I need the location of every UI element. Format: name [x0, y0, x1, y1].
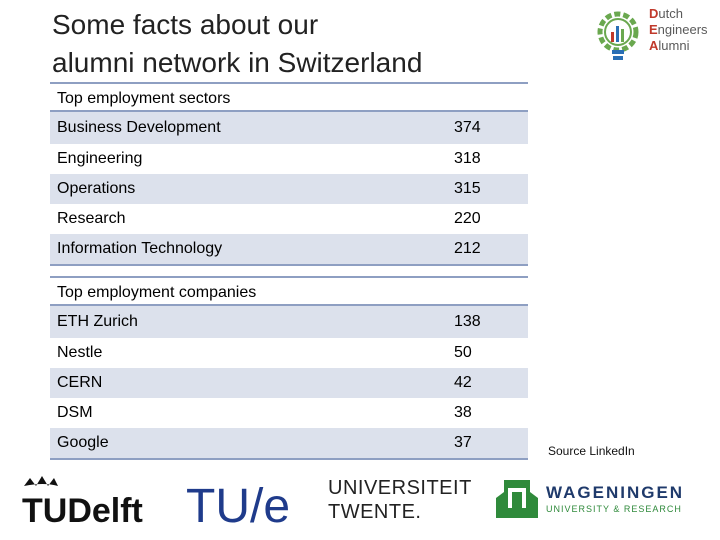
title-line-1: Some facts about our — [52, 9, 319, 40]
dea-e: E — [649, 22, 658, 37]
company-name: DSM — [57, 404, 93, 421]
tue-logo: TU/e — [186, 472, 296, 533]
tue-wordmark-graphic: TU/e — [186, 480, 290, 533]
ut-line-2: TWENTE. — [328, 501, 422, 523]
sector-count: 220 — [454, 210, 481, 227]
dea-wordmark: Dutch Engineers Alumni — [649, 6, 708, 54]
companies-heading: Top employment companies — [50, 276, 528, 306]
sectors-table: Top employment sectors Business Developm… — [50, 82, 528, 266]
company-name: Google — [57, 434, 109, 451]
company-count: 138 — [454, 313, 481, 330]
university-twente-logo: UNIVERSITEIT TWENTE. — [328, 476, 473, 526]
table-row: Engineering 318 — [50, 144, 528, 174]
table-row: Google 37 — [50, 428, 528, 458]
sector-name: Business Development — [57, 119, 221, 136]
tu-delft-wordmark: TUDelft — [22, 492, 143, 528]
table-row: Research 220 — [50, 204, 528, 234]
table-row: DSM 38 — [50, 398, 528, 428]
wageningen-logo: WAGENINGEN UNIVERSITY & RESEARCH — [488, 474, 703, 530]
company-name: CERN — [57, 374, 103, 391]
dea-utch: utch — [658, 6, 683, 21]
source-note: Source LinkedIn — [548, 444, 635, 458]
page-title: Some facts about our alumni network in S… — [52, 6, 472, 82]
sector-name: Engineering — [57, 150, 143, 167]
dea-a: A — [649, 38, 659, 53]
lightbulb-gear-icon — [597, 11, 639, 60]
sector-count: 212 — [454, 240, 481, 257]
sectors-heading: Top employment sectors — [50, 82, 528, 112]
tue-wordmark: TU/e — [186, 480, 290, 532]
table-row: Information Technology 212 — [50, 234, 528, 264]
wur-line-1: WAGENINGEN — [546, 483, 684, 502]
dea-lumni: lumni — [658, 38, 690, 53]
company-count: 42 — [454, 374, 472, 391]
table-row: Operations 315 — [50, 174, 528, 204]
table-bottom-rule — [50, 458, 528, 460]
company-name: Nestle — [57, 344, 103, 361]
title-line-2: alumni network in Switzerland — [52, 47, 423, 78]
tu-delft-logo: TUDelft — [20, 472, 160, 530]
sector-name: Operations — [57, 180, 136, 197]
table-row: ETH Zurich 138 — [50, 306, 528, 338]
sector-count: 374 — [454, 119, 481, 136]
company-count: 37 — [454, 434, 472, 451]
company-count: 50 — [454, 344, 472, 361]
table-row: Business Development 374 — [50, 112, 528, 144]
company-count: 38 — [454, 404, 472, 421]
dea-d: D — [649, 6, 659, 21]
wageningen-mark: WAGENINGEN UNIVERSITY & RESEARCH — [496, 480, 684, 518]
sector-count: 318 — [454, 150, 481, 167]
dutch-engineers-alumni-logo: Dutch Engineers Alumni — [596, 6, 716, 66]
tu-delft-flame-icon: TUDelft — [22, 476, 143, 530]
companies-table: Top employment companies ETH Zurich 138 … — [50, 276, 528, 460]
company-name: ETH Zurich — [57, 313, 138, 330]
wur-line-2: UNIVERSITY & RESEARCH — [546, 504, 682, 514]
table-row: Nestle 50 — [50, 338, 528, 368]
table-bottom-rule — [50, 264, 528, 266]
sector-name: Information Technology — [57, 240, 223, 257]
sector-count: 315 — [454, 180, 481, 197]
sector-name: Research — [57, 210, 126, 227]
ut-line-1: UNIVERSITEIT — [328, 477, 472, 499]
dea-ngineers: ngineers — [657, 22, 708, 37]
table-row: CERN 42 — [50, 368, 528, 398]
